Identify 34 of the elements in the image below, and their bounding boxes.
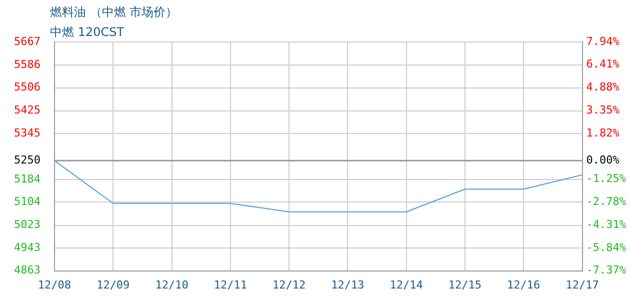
y-tick-label: 5345 bbox=[14, 126, 40, 140]
y2-tick-label: -5.84% bbox=[586, 240, 626, 254]
x-tick-label: 12/08 bbox=[38, 278, 72, 292]
x-tick-label: 12/13 bbox=[331, 278, 364, 292]
chart-subtitle: 中燃 120CST bbox=[50, 24, 124, 41]
y-tick-label: 5023 bbox=[14, 218, 40, 232]
x-tick-label: 12/10 bbox=[155, 278, 188, 292]
x-tick-label: 12/14 bbox=[390, 278, 424, 292]
y2-tick-label: 6.41% bbox=[586, 58, 620, 71]
y2-tick-label: -7.37% bbox=[586, 264, 626, 277]
y-tick-label: 5667 bbox=[14, 34, 40, 48]
y2-tick-label: -4.31% bbox=[586, 218, 626, 231]
y-tick-label: 5104 bbox=[14, 195, 41, 208]
x-tick-label: 12/09 bbox=[96, 278, 130, 292]
y2-tick-label: 1.82% bbox=[586, 126, 620, 140]
x-tick-label: 12/15 bbox=[448, 278, 482, 292]
y-tick-label: 5250 bbox=[14, 154, 40, 167]
y-tick-label: 5506 bbox=[14, 80, 40, 94]
chart-title: 燃料油 （中燃 市场价） bbox=[50, 4, 178, 21]
y2-tick-label: 7.94% bbox=[586, 34, 620, 48]
y2-tick-label: 4.88% bbox=[586, 80, 620, 94]
y-tick-label: 5425 bbox=[14, 104, 40, 117]
y-tick-label: 5586 bbox=[14, 58, 40, 71]
y2-tick-label: -2.78% bbox=[586, 195, 626, 208]
y-tick-label: 5184 bbox=[14, 172, 41, 186]
y-tick-label: 4863 bbox=[14, 264, 40, 277]
x-tick-label: 12/17 bbox=[566, 278, 599, 292]
x-tick-label: 12/12 bbox=[272, 278, 306, 292]
y2-tick-label: 3.35% bbox=[586, 103, 620, 116]
y2-tick-label: -1.25% bbox=[586, 172, 626, 186]
x-tick-label: 12/11 bbox=[214, 278, 247, 292]
y2-tick-label: 0.00% bbox=[586, 154, 620, 167]
y-tick-label: 4943 bbox=[14, 240, 40, 254]
x-tick-label: 12/16 bbox=[507, 278, 540, 292]
